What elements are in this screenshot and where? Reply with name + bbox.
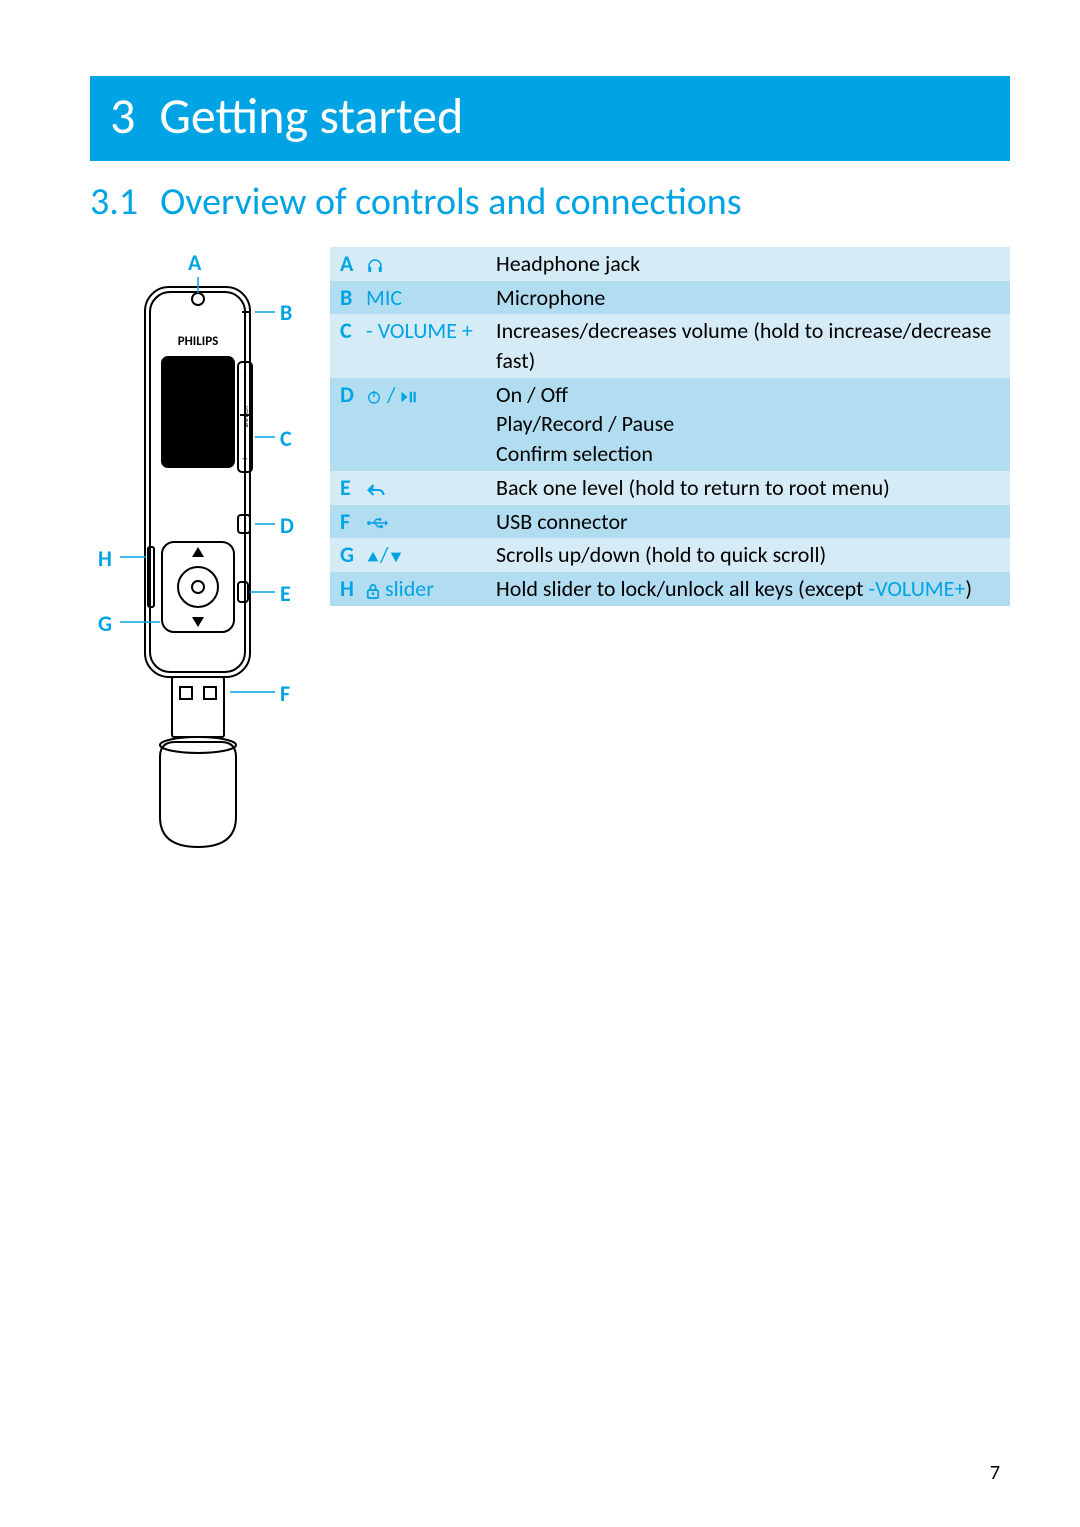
down-triangle-icon [389,550,403,564]
callout-G: G [98,610,112,637]
table-row: D / On / OffPlay/Record / PauseConfirm s… [330,378,1010,471]
chapter-number: 3 [110,86,135,147]
section-header: 3.1 Overview of controls and connections [90,179,1010,225]
row-symbol [360,471,490,505]
row-symbol [360,247,490,281]
row-symbol [360,505,490,539]
brand-label: PHILIPS [178,334,219,349]
lock-icon [366,583,380,599]
callout-E: E [280,580,291,607]
table-row: C- VOLUME +Increases/decreases volume (h… [330,314,1010,377]
row-letter: E [330,471,360,505]
page-number: 7 [990,1461,1000,1485]
row-description: Microphone [490,281,1010,315]
row-description: Scrolls up/down (hold to quick scroll) [490,538,1010,572]
back-icon [366,482,386,498]
row-symbol: / [360,538,490,572]
section-title-text: Overview of controls and connections [160,179,742,225]
table-row: H sliderHold slider to lock/unlock all k… [330,572,1010,606]
svg-text:VOLUME: VOLUME [242,406,250,428]
callout-B: B [280,299,292,326]
row-letter: A [330,247,360,281]
row-letter: C [330,314,360,377]
row-letter: B [330,281,360,315]
row-letter: F [330,505,360,539]
table-row: E Back one level (hold to return to root … [330,471,1010,505]
callout-F: F [280,680,290,707]
callout-C: C [280,425,292,452]
row-letter: G [330,538,360,572]
device-illustration: - + [90,247,300,867]
chapter-header: 3 Getting started [90,76,1010,161]
up-triangle-icon [366,550,380,564]
chapter-title: Getting started [159,86,463,147]
row-description: USB connector [490,505,1010,539]
row-letter: D [330,378,360,471]
row-symbol: slider [360,572,490,606]
table-row: A Headphone jack [330,247,1010,281]
row-description: Back one level (hold to return to root m… [490,471,1010,505]
svg-text:-: - [243,367,246,380]
row-symbol: MIC [360,281,490,315]
row-description: Headphone jack [490,247,1010,281]
row-symbol: - VOLUME + [360,314,490,377]
row-letter: H [330,572,360,606]
controls-table: AHeadphone jackBMICMicrophoneC- VOLUME +… [330,247,1010,606]
section-number: 3.1 [90,179,138,225]
callout-A: A [188,249,201,276]
usb-icon [366,515,388,531]
row-description: Hold slider to lock/unlock all keys (exc… [490,572,1010,606]
headphone-icon [366,257,384,275]
table-row: G/Scrolls up/down (hold to quick scroll) [330,538,1010,572]
row-symbol: / [360,378,490,471]
row-description: Increases/decreases volume (hold to incr… [490,314,1010,377]
device-diagram: - + [90,247,300,867]
play-pause-icon [400,390,418,404]
power-icon [366,389,382,405]
table-row: BMICMicrophone [330,281,1010,315]
table-row: F USB connector [330,505,1010,539]
row-description: On / OffPlay/Record / PauseConfirm selec… [490,378,1010,471]
svg-text:+: + [243,452,248,465]
callout-D: D [280,512,294,539]
callout-H: H [98,545,112,572]
